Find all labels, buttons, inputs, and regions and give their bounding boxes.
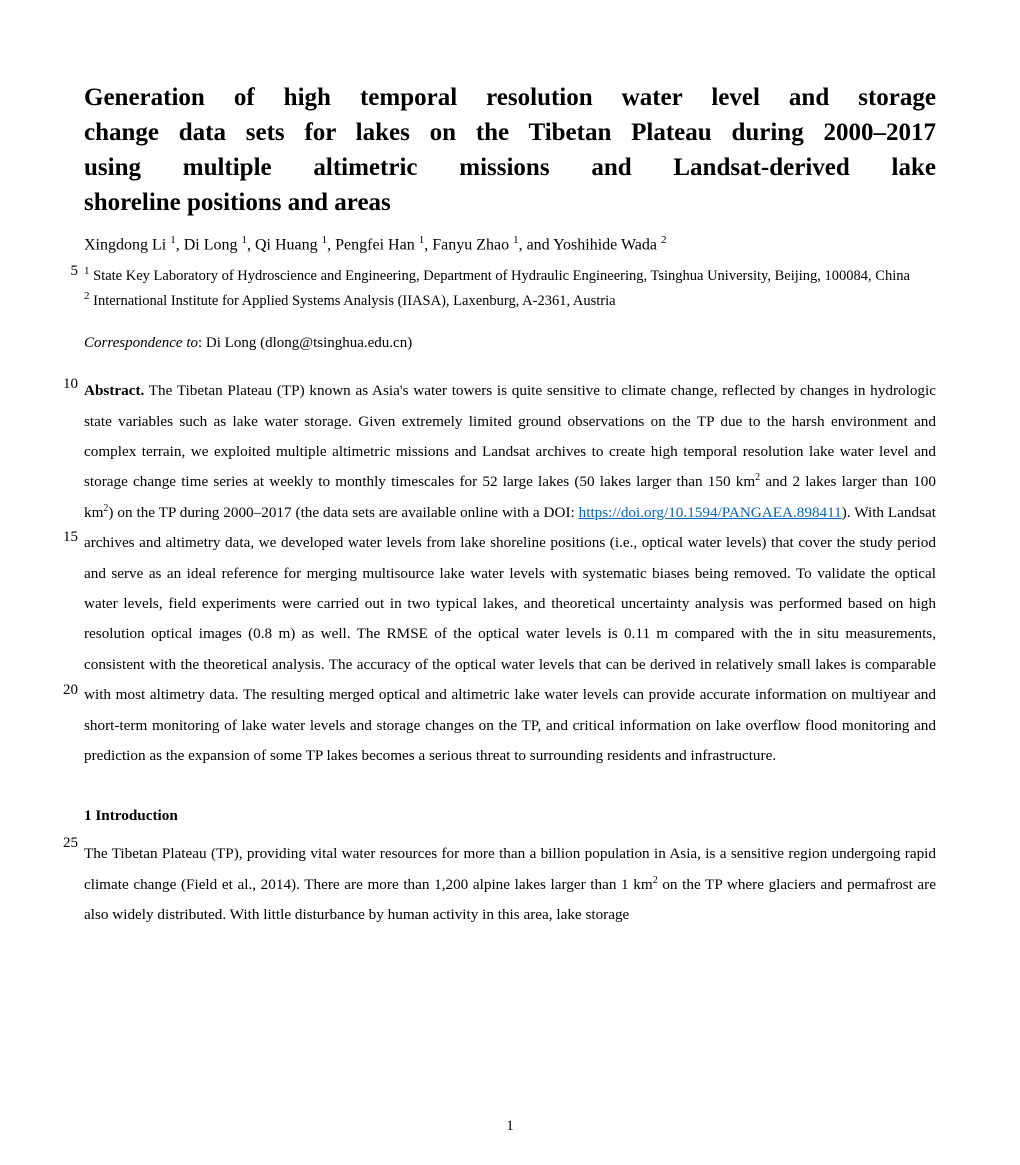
- author-list: Xingdong Li 1, Di Long 1, Qi Huang 1, Pe…: [84, 234, 936, 254]
- affiliation-2: 2 International Institute for Applied Sy…: [84, 289, 936, 311]
- title-line-3: using multiple altimetric missions and L…: [84, 154, 936, 181]
- section-heading-introduction: 1 Introduction: [84, 807, 936, 825]
- abstract-text-pre: The Tibetan Plateau (TP) known as Asia's…: [84, 382, 936, 521]
- line-number-10: 10: [48, 376, 78, 393]
- doi-link[interactable]: https://doi.org/10.1594/PANGAEA.898411: [579, 504, 842, 521]
- title-line-2: change data sets for lakes on the Tibeta…: [84, 119, 936, 146]
- paper-title: Generation of high temporal resolution w…: [84, 80, 936, 220]
- title-line-4: shoreline positions and areas: [84, 185, 936, 220]
- introduction-paragraph: The Tibetan Plateau (TP), providing vita…: [84, 839, 936, 930]
- line-number-20: 20: [48, 682, 78, 699]
- content-column: 5 10 15 20 25 Generation of high tempora…: [84, 80, 936, 931]
- line-number-15: 15: [48, 529, 78, 546]
- title-line-1: Generation of high temporal resolution w…: [84, 84, 936, 111]
- correspondence: Correspondence to: Di Long (dlong@tsingh…: [84, 335, 936, 352]
- line-number-5: 5: [48, 263, 78, 280]
- page-number: 1: [0, 1118, 1020, 1135]
- line-number-25: 25: [48, 835, 78, 852]
- correspondence-text: : Di Long (dlong@tsinghua.edu.cn): [198, 335, 412, 351]
- page: 5 10 15 20 25 Generation of high tempora…: [0, 0, 1020, 1165]
- correspondence-label: Correspondence to: [84, 335, 198, 351]
- abstract: Abstract. The Tibetan Plateau (TP) known…: [84, 376, 936, 771]
- affiliation-1: 1 State Key Laboratory of Hydroscience a…: [84, 264, 936, 286]
- abstract-text-post: ). With Landsat archives and altimetry d…: [84, 504, 936, 764]
- abstract-heading: Abstract.: [84, 382, 144, 399]
